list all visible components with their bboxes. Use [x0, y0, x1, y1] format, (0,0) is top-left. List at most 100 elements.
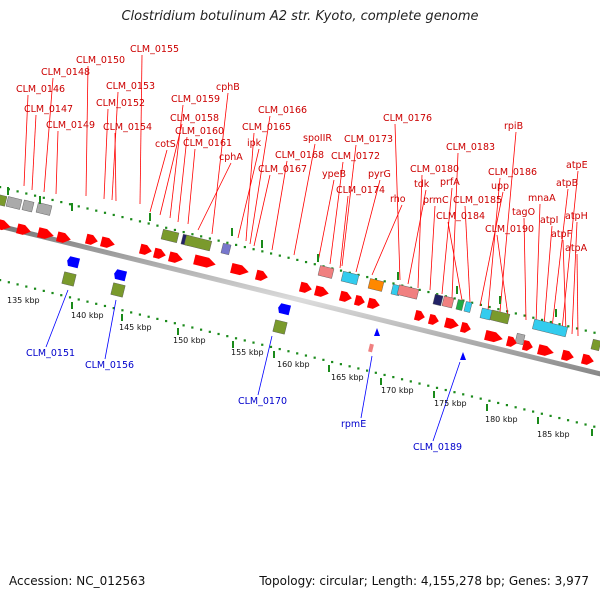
outer-scale-dot [174, 229, 176, 231]
label-leader [497, 235, 508, 316]
forward-cds [484, 330, 504, 344]
label-leader-reverse [361, 356, 372, 418]
scale-tick-label: 170 kbp [381, 386, 414, 395]
outer-scale-dot [78, 205, 80, 207]
inner-scale-dot [279, 348, 281, 350]
inner-scale-dot [60, 294, 62, 296]
gene-label-forward: CLM_0158 [170, 113, 219, 124]
gene-label-forward: CLM_0146 [16, 84, 65, 95]
scale-tick-label: 180 kbp [485, 415, 518, 424]
inner-scale-dot [148, 316, 150, 318]
outer-scale-dot [139, 220, 141, 222]
outer-scale-dot [305, 261, 307, 263]
inner-scale-dot [25, 285, 27, 287]
outer-scale-dot [95, 210, 97, 212]
cog-feature [22, 200, 34, 212]
outer-scale-dot [244, 246, 246, 248]
inner-scale-dot [34, 288, 36, 290]
forward-cds [139, 244, 153, 257]
label-leader [552, 189, 568, 328]
gene-label-forward: ipk [247, 138, 262, 149]
outer-scale-dot [183, 231, 185, 233]
inner-scale-dot [488, 400, 490, 402]
inner-scale-dot [287, 350, 289, 352]
gene-label-forward: CLM_0167 [258, 164, 307, 175]
gene-label-forward: CLM_0154 [103, 122, 152, 133]
outer-scale-dot [489, 306, 491, 308]
inner-scale-dot [506, 404, 508, 406]
outer-scale-dot [209, 237, 211, 239]
inner-scale-dot [453, 391, 455, 393]
reverse-cog-block [62, 272, 77, 287]
forward-cds [100, 236, 116, 249]
inner-scale-dot [104, 305, 106, 307]
cog-feature [36, 202, 52, 215]
label-leader [178, 137, 187, 222]
scale-tick-label: 155 kbp [231, 348, 264, 357]
inner-scale-dot [340, 363, 342, 365]
forward-cds [153, 248, 167, 261]
label-leader [86, 66, 88, 196]
forward-cds [537, 344, 555, 358]
outer-scale-dot [253, 248, 255, 250]
label-leader [198, 163, 231, 230]
outer-scale-dot [34, 195, 36, 197]
forward-cds [428, 314, 440, 326]
gene-label-forward: CLM_0155 [130, 44, 179, 55]
outer-scale-dot [156, 225, 158, 227]
inner-scale-dot [200, 329, 202, 331]
label-leader [188, 149, 195, 224]
inner-scale-dot [549, 415, 551, 417]
inner-scale-dot [86, 301, 88, 303]
inner-scale-dot [16, 283, 18, 285]
gene-label-forward: atpF [551, 229, 572, 240]
outer-scale-dot [51, 199, 53, 201]
gene-label-forward: prmC [423, 195, 449, 206]
gene-label-forward: CLM_0152 [96, 98, 145, 109]
inner-scale-dot [375, 372, 377, 374]
label-leader [254, 175, 270, 246]
forward-cds [339, 291, 353, 304]
gene-label-forward: rpiB [504, 121, 523, 132]
outer-scale-dot [113, 214, 115, 216]
label-leader [32, 115, 36, 190]
cog-feature [368, 278, 384, 291]
inner-scale-dot [69, 296, 71, 298]
gene-label-forward: CLM_0174 [336, 185, 385, 196]
outer-scale-dot [523, 314, 525, 316]
outer-scale-dot [200, 235, 202, 237]
outer-scale-dot [287, 257, 289, 259]
inner-scale-dot [593, 426, 595, 428]
inner-scale-dot [427, 385, 429, 387]
inner-scale-dot [209, 331, 211, 333]
outer-scale-dot [366, 276, 368, 278]
label-leader [342, 145, 356, 266]
forward-cds [561, 350, 575, 363]
outer-scale-dot [340, 270, 342, 272]
label-leader [577, 254, 578, 336]
outer-scale-dot [235, 244, 237, 246]
label-leader-reverse [46, 290, 68, 347]
inner-scale-dot [401, 378, 403, 380]
inner-scale-dot [296, 352, 298, 354]
outer-scale-dot [16, 190, 18, 192]
scale-tick-label: 150 kbp [173, 336, 206, 345]
gene-label-forward: upp [491, 181, 509, 192]
cog-feature [184, 235, 212, 251]
gene-label-forward: prfA [440, 177, 460, 188]
forward-cds [367, 298, 381, 311]
inner-scale-dot [121, 309, 123, 311]
inner-scale-dot [191, 326, 193, 328]
inner-scale-dot [139, 313, 141, 315]
reverse-cds-small [374, 328, 380, 336]
outer-scale-dot [314, 263, 316, 265]
label-leader-reverse [105, 300, 116, 359]
inner-scale-dot [558, 417, 560, 419]
forward-cds [581, 354, 595, 367]
gene-label-reverse: CLM_0170 [238, 396, 287, 407]
gene-label-forward: CLM_0165 [242, 122, 291, 133]
gene-label-forward: CLM_0172 [331, 151, 380, 162]
gene-label-forward: CLM_0160 [175, 126, 224, 137]
inner-scale-dot [95, 303, 97, 305]
label-leader [250, 116, 270, 244]
